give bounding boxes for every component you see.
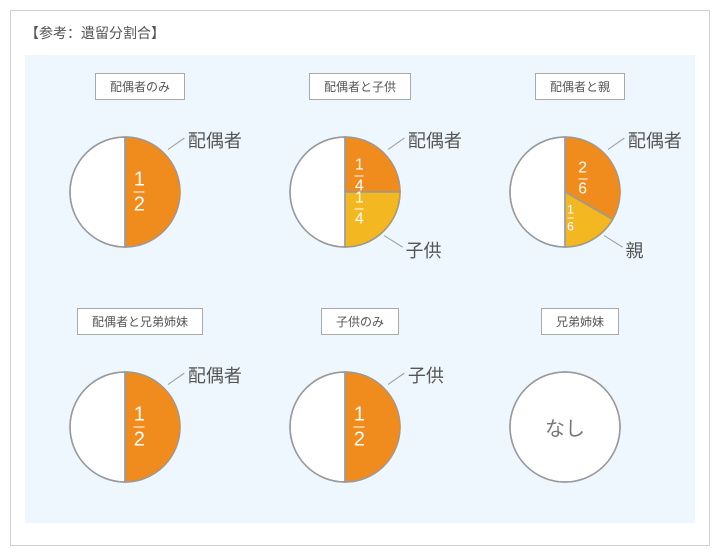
- chart-label-box: 兄弟姉妹: [541, 308, 619, 335]
- pie-slice: [70, 137, 125, 247]
- chart-wrap: 12配偶者: [45, 112, 235, 262]
- pie-slice: [510, 137, 565, 247]
- callout-label: 子供: [406, 237, 442, 263]
- chart-label-box: 配偶者と子供: [309, 73, 411, 100]
- chart-label-box: 配偶者のみ: [95, 73, 185, 100]
- pie-slice: [290, 137, 345, 247]
- chart-spouse-only: 配偶者のみ 12配偶者: [45, 73, 235, 262]
- heading: 【参考：遺留分割合】: [25, 23, 695, 43]
- callout-label: 配偶者: [188, 127, 242, 153]
- callout-label: 子供: [408, 362, 444, 388]
- pie-slice: [345, 192, 400, 247]
- callout-label: 親: [626, 237, 644, 263]
- pie-slice: [70, 372, 125, 482]
- chart-wrap: 12配偶者: [45, 347, 235, 497]
- fraction-label: 14: [355, 190, 364, 227]
- chart-label-box: 配偶者と兄弟姉妹: [77, 308, 203, 335]
- fraction-label: 26: [578, 160, 587, 197]
- chart-siblings-only: 兄弟姉妹なし: [485, 308, 675, 497]
- outer-card: 【参考：遺留分割合】 配偶者のみ12配偶者配偶者と子供1414配偶者子供配偶者と…: [10, 10, 710, 546]
- chart-wrap: 1414配偶者子供: [265, 112, 455, 262]
- chart-wrap: なし: [485, 347, 675, 497]
- chart-panel: 配偶者のみ12配偶者配偶者と子供1414配偶者子供配偶者と親2616配偶者親配偶…: [25, 55, 695, 523]
- fraction-label: 12: [134, 405, 145, 450]
- pie-slice: [290, 372, 345, 482]
- chart-spouse-children: 配偶者と子供 1414配偶者子供: [265, 73, 455, 262]
- none-label: なし: [545, 413, 585, 442]
- callout-label: 配偶者: [188, 362, 242, 388]
- callout-label: 配偶者: [408, 127, 462, 153]
- callout-label: 配偶者: [628, 127, 682, 153]
- chart-wrap: 2616配偶者親: [485, 112, 675, 262]
- fraction-label: 12: [134, 170, 145, 215]
- chart-label-box: 子供のみ: [321, 308, 399, 335]
- chart-wrap: 12 子供: [265, 347, 455, 497]
- fraction-label: 16: [567, 204, 574, 233]
- chart-children-only: 子供のみ 12 子供: [265, 308, 455, 497]
- chart-label-box: 配偶者と親: [535, 73, 625, 100]
- chart-spouse-siblings: 配偶者と兄弟姉妹 12配偶者: [45, 308, 235, 497]
- chart-spouse-parents: 配偶者と親 2616配偶者親: [485, 73, 675, 262]
- fraction-label: 12: [354, 405, 365, 450]
- chart-grid: 配偶者のみ12配偶者配偶者と子供1414配偶者子供配偶者と親2616配偶者親配偶…: [35, 73, 685, 497]
